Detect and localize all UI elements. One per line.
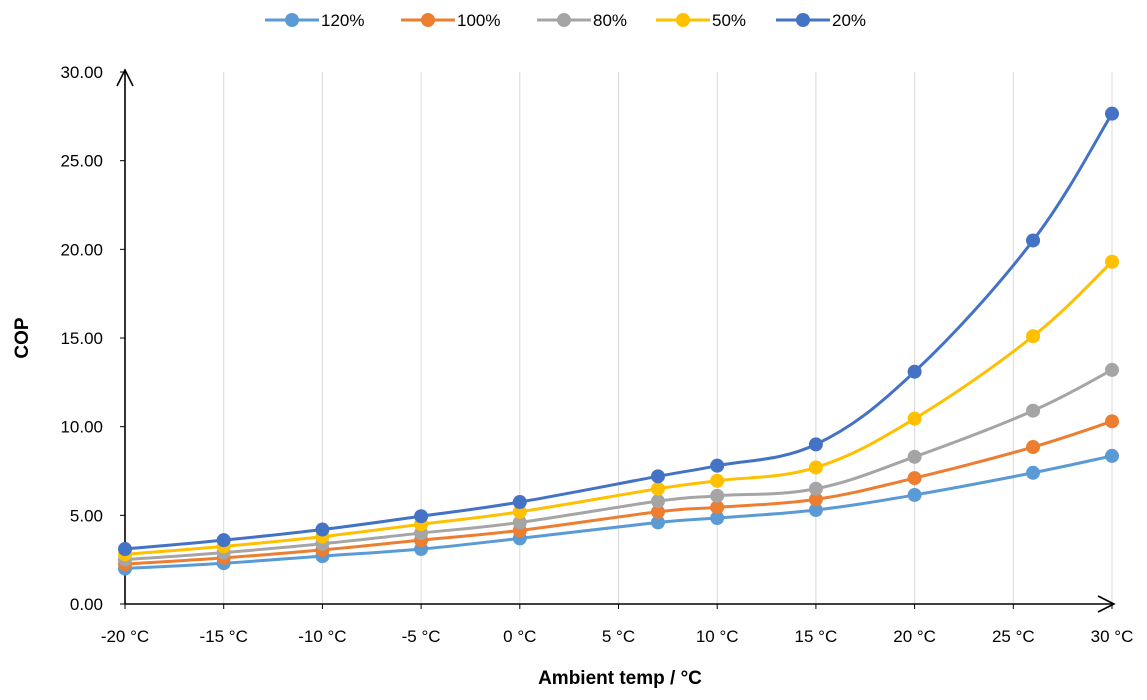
x-tick-label: -5 °C	[402, 627, 441, 646]
data-point	[512, 495, 527, 510]
series-lines	[118, 106, 1119, 576]
y-tick-label: 15.00	[60, 329, 103, 348]
data-point	[1105, 106, 1119, 121]
x-tick-label: 30 °C	[1091, 627, 1134, 646]
legend-item: 50%	[656, 11, 746, 30]
series-20pct	[118, 106, 1119, 557]
y-tick-label: 10.00	[60, 418, 103, 437]
data-point	[710, 500, 725, 515]
y-axis-arrow	[116, 68, 134, 87]
x-tick-label: 15 °C	[795, 627, 838, 646]
data-point	[1026, 233, 1041, 248]
x-tick-label: -15 °C	[200, 627, 248, 646]
x-tick-label: -20 °C	[101, 627, 149, 646]
data-point	[1026, 465, 1041, 480]
legend-marker	[557, 13, 571, 27]
data-point	[907, 364, 922, 379]
data-point	[808, 460, 823, 475]
x-tick-label: 25 °C	[992, 627, 1035, 646]
data-point	[650, 494, 665, 509]
legend-marker	[676, 13, 690, 27]
y-tick-label: 5.00	[70, 506, 103, 525]
data-point	[710, 458, 725, 473]
series-line	[124, 112, 1114, 551]
data-point	[710, 510, 725, 525]
data-point	[650, 504, 665, 519]
legend-label: 100%	[457, 11, 500, 30]
x-tick-label: -10 °C	[298, 627, 346, 646]
x-axis-arrow	[1097, 595, 1116, 613]
legend-item: 80%	[537, 11, 627, 30]
data-point	[315, 522, 330, 537]
legend-item: 20%	[776, 11, 866, 30]
data-point	[710, 473, 725, 488]
data-point	[1105, 362, 1119, 377]
y-tick-label: 0.00	[70, 595, 103, 614]
data-point	[710, 488, 725, 503]
axes	[116, 68, 1116, 613]
legend-item: 120%	[265, 11, 364, 30]
data-point	[907, 471, 922, 486]
y-tick-label: 30.00	[60, 63, 103, 82]
data-point	[1105, 254, 1119, 269]
data-point	[1026, 403, 1041, 418]
legend-label: 20%	[832, 11, 866, 30]
x-axis-title: Ambient temp / °C	[538, 668, 702, 689]
data-point	[808, 437, 823, 452]
data-point	[1026, 440, 1041, 455]
x-tick-label: 5 °C	[602, 627, 635, 646]
legend-label: 50%	[712, 11, 746, 30]
tick-labels: 0.00 5.00 10.00 15.00 20.00 25.00 30.00 -20 °C -…	[60, 63, 1133, 646]
y-axis-title: COP	[12, 317, 33, 359]
data-point	[1105, 448, 1119, 463]
legend: 120% 100% 80% 50% 20%	[265, 11, 866, 30]
data-point	[216, 533, 231, 548]
y-tick-label: 25.00	[60, 152, 103, 171]
data-point	[907, 487, 922, 502]
legend-marker	[421, 13, 435, 27]
data-point	[808, 492, 823, 507]
y-tick-label: 20.00	[60, 240, 103, 259]
x-tick-label: 10 °C	[696, 627, 739, 646]
data-point	[1026, 329, 1041, 344]
x-tick-label: 20 °C	[893, 627, 936, 646]
data-point	[808, 481, 823, 496]
data-point	[650, 469, 665, 484]
data-point	[414, 509, 429, 524]
legend-marker	[796, 13, 810, 27]
legend-item: 100%	[401, 11, 500, 30]
legend-marker	[285, 13, 299, 27]
data-point	[650, 515, 665, 530]
data-point	[118, 542, 132, 557]
data-point	[907, 449, 922, 464]
gridlines	[223, 72, 1113, 604]
data-point	[512, 515, 527, 530]
data-point	[907, 411, 922, 426]
legend-label: 80%	[593, 11, 627, 30]
data-point	[808, 503, 823, 518]
x-tick-label: 0 °C	[503, 627, 536, 646]
legend-label: 120%	[321, 11, 364, 30]
data-point	[512, 504, 527, 519]
data-point	[1105, 414, 1119, 429]
data-point	[650, 481, 665, 496]
